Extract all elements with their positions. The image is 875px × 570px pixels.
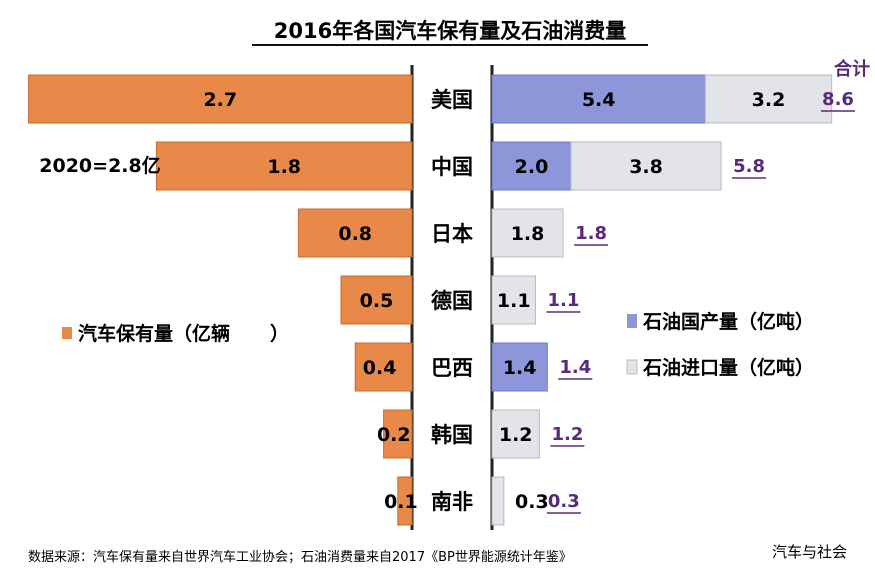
oil-domestic-label: 1.4: [503, 357, 537, 379]
oil-import-label: 3.8: [629, 156, 663, 178]
vehicle-value-label: 2.7: [203, 89, 237, 111]
legend-oil: 石油国产量（亿吨） 石油进口量（亿吨）: [626, 310, 814, 379]
vehicle-value-label: 0.2: [377, 424, 411, 446]
total-label: 1.4: [559, 357, 591, 378]
vehicle-bars: [28, 74, 413, 526]
chart-title: 2016年各国汽车保有量及石油消费量: [252, 19, 648, 46]
country-label: 巴西: [431, 356, 473, 380]
source-note: 数据来源：汽车保有量来自世界汽车工业协会；石油消费量来自2017《BP世界能源统…: [28, 549, 572, 565]
oil-bars: [491, 74, 833, 526]
oil-import-label: 1.1: [497, 290, 531, 312]
oil-domestic-label: 2.0: [515, 156, 549, 178]
vehicle-bar: [155, 141, 413, 191]
vehicle-value-label: 0.8: [338, 223, 372, 245]
vehicle-bar: [297, 208, 413, 258]
totals-header: 合计: [834, 58, 870, 80]
vehicle-value-label: 0.4: [363, 357, 397, 379]
oil-import-label: 1.8: [511, 223, 545, 245]
legend-oil-domestic-swatch: [627, 314, 637, 328]
oil-domestic-label: 5.4: [582, 89, 616, 111]
chart-title-text: 2016年各国汽车保有量及石油消费量: [274, 19, 626, 43]
country-label: 中国: [431, 155, 473, 179]
oil-import-label: 3.2: [752, 89, 786, 111]
oil-import-bar: [704, 74, 833, 124]
vehicle-bar: [340, 275, 413, 325]
country-label: 南非: [431, 490, 473, 514]
vehicle-labels: 2.7 1.8 0.8 0.5 0.4 0.2 0.1: [203, 89, 417, 513]
totals: 8.6 5.8 1.8 1.1 1.4 1.2 0.3 合计: [546, 58, 870, 514]
annotation: 2020=2.8亿: [39, 154, 160, 177]
oil-import-bar: [570, 141, 722, 191]
total-label: 5.8: [733, 156, 765, 177]
oil-import-bar: [491, 476, 505, 526]
vehicle-bar: [354, 342, 413, 392]
country-label: 韩国: [431, 423, 473, 447]
vehicle-value-label: 1.8: [267, 156, 301, 178]
annotation-text: 2020=2.8亿: [39, 154, 160, 177]
vehicle-value-label: 0.5: [360, 290, 394, 312]
oil-import-label: 1.2: [499, 424, 533, 446]
legend-vehicle-label: 汽车保有量（亿辆: [78, 322, 230, 345]
legend-vehicle-paren: ）: [270, 322, 289, 345]
oil-import-label: 0.3: [515, 491, 549, 513]
vehicle-bar: [397, 476, 413, 526]
legend-vehicle-swatch: [62, 327, 72, 339]
legend-oil-import-label: 石油进口量（亿吨）: [642, 356, 814, 379]
oil-domestic-bar: [491, 74, 706, 124]
legend-oil-domestic-label: 石油国产量（亿吨）: [642, 310, 814, 333]
country-label: 日本: [431, 222, 473, 246]
legend-oil-import-swatch: [626, 359, 638, 375]
total-label: 1.2: [551, 424, 583, 445]
oil-labels: 5.4 3.2 2.0 3.8 1.8 1.1 1.4 1.2 0.3: [497, 89, 785, 513]
oil-domestic-bar: [491, 342, 548, 392]
country-label: 美国: [431, 88, 473, 112]
total-label: 1.1: [548, 290, 580, 311]
oil-import-bar: [491, 275, 536, 325]
watermark: 汽车与社会: [772, 543, 847, 561]
total-label: 8.6: [822, 89, 854, 110]
country-label: 德国: [431, 289, 473, 313]
total-label: 1.8: [575, 223, 607, 244]
oil-import-bar: [491, 208, 564, 258]
total-label: 0.3: [548, 491, 580, 512]
oil-import-bar: [491, 409, 540, 459]
vehicle-bar: [28, 74, 413, 124]
oil-domestic-bar: [491, 141, 572, 191]
legend-vehicle: 汽车保有量（亿辆 ）: [62, 322, 289, 345]
vehicle-value-label: 0.1: [384, 491, 418, 513]
vehicle-bar: [383, 409, 413, 459]
